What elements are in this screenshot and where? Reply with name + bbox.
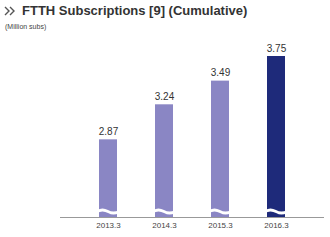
svg-text:2014.3: 2014.3	[152, 221, 177, 230]
svg-text:3.24: 3.24	[155, 91, 175, 102]
svg-text:3.49: 3.49	[211, 67, 231, 78]
html-text:(Million subs): (Million subs)	[5, 23, 47, 30]
html-text:FTTH Subscriptions [9] (Cumula: FTTH Subscriptions [9] (Cumulative)	[22, 3, 248, 18]
svg-text:2013.3: 2013.3	[96, 221, 121, 230]
svg-text:2015.3: 2015.3	[208, 221, 233, 230]
svg-text:3.75: 3.75	[267, 43, 287, 54]
svg-text:2.87: 2.87	[99, 126, 119, 137]
svg-text:2016.3: 2016.3	[264, 221, 289, 230]
